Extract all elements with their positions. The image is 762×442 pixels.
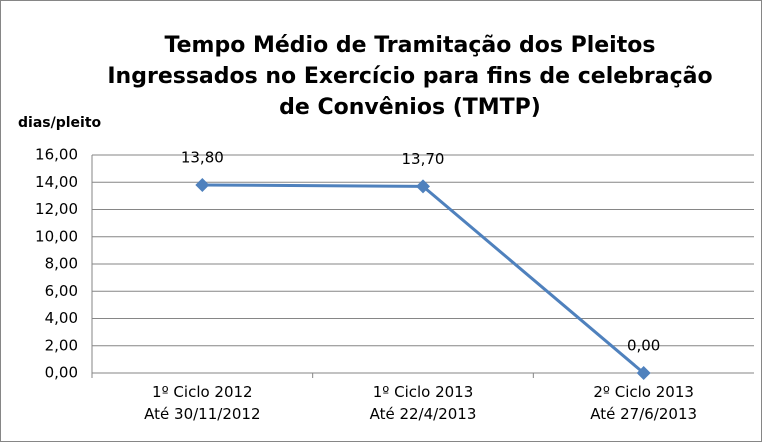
y-tick-label: 2,00 — [45, 336, 78, 354]
marker — [636, 366, 651, 380]
marker — [416, 179, 430, 194]
y-axis-label: dias/pleito — [18, 115, 102, 131]
marker — [195, 177, 210, 192]
x-tick-label: 1º Ciclo 2012 Até 30/11/2012 — [144, 383, 261, 423]
x-tick-label: 2º Ciclo 2013 Até 27/6/2013 — [590, 383, 698, 423]
y-tick-label: 10,00 — [35, 227, 78, 245]
y-tick-label: 8,00 — [45, 255, 78, 273]
data-label: 13,70 — [402, 150, 445, 168]
y-tick-label: 16,00 — [35, 146, 78, 164]
chart-title: Tempo Médio de Tramitação dos Pleitos In… — [107, 33, 713, 120]
y-tick-label: 6,00 — [45, 282, 78, 300]
x-tick-label: 1º Ciclo 2013 Até 22/4/2013 — [369, 383, 477, 423]
y-tick-label: 4,00 — [45, 309, 78, 327]
y-tick-label: 14,00 — [35, 173, 78, 191]
y-tick-label: 0,00 — [45, 364, 78, 382]
data-label: 0,00 — [627, 337, 660, 355]
line — [202, 183, 645, 375]
y-tick-label: 12,00 — [35, 200, 78, 218]
data-label: 13,80 — [181, 148, 224, 166]
